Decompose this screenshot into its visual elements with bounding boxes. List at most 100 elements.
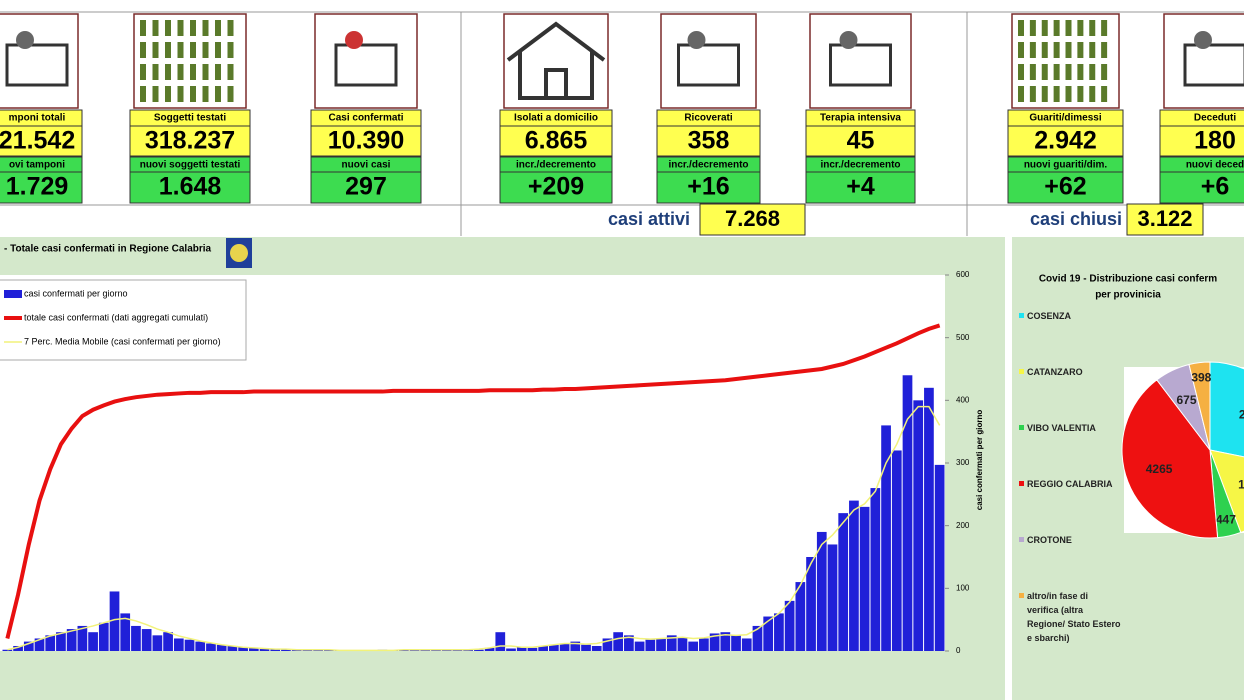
bar	[838, 513, 849, 651]
legend-label: CATANZARO	[1027, 367, 1083, 377]
icon-figure	[1053, 86, 1060, 102]
card-delta-bg	[1159, 171, 1244, 204]
pie-label: 2925	[1239, 408, 1244, 422]
icon-figure	[1041, 20, 1048, 36]
bar	[666, 635, 677, 651]
bar	[699, 638, 709, 651]
icon-figure	[1053, 42, 1060, 58]
card-icon	[660, 13, 757, 109]
card-label: Isolati a domicilio	[514, 113, 598, 124]
card-value-bg	[656, 125, 761, 157]
summary-value: 3.122	[1137, 206, 1192, 231]
card-delta: +6	[1201, 173, 1230, 201]
bar	[13, 645, 23, 651]
legend-swatch	[1019, 313, 1024, 318]
icon-figure	[227, 64, 234, 80]
icon-figure	[202, 86, 209, 102]
y2-tick-label: 100	[956, 583, 970, 592]
line	[7, 405, 941, 652]
card-delta-label: incr./decremento	[668, 160, 748, 171]
chart-title: - Totale casi confermati in Regione Cala…	[4, 244, 212, 255]
icon-figure	[177, 42, 184, 58]
icon-shape	[1183, 43, 1244, 87]
bar	[741, 638, 752, 651]
icon-figure	[1029, 20, 1036, 36]
pie-slice	[1209, 449, 1244, 534]
y2-tick-label: 500	[956, 333, 970, 342]
card-label: Terapia intensiva	[820, 113, 901, 124]
icon-figure	[1101, 42, 1108, 58]
icon-shape	[16, 31, 34, 49]
bar	[731, 635, 741, 651]
legend	[0, 279, 247, 361]
bar	[549, 644, 559, 651]
icon-figure	[140, 86, 146, 102]
icon-figure	[227, 86, 234, 102]
bar	[624, 635, 634, 651]
card-value-bg	[0, 125, 83, 157]
icon-shape	[829, 43, 892, 87]
line	[5, 323, 941, 639]
bar	[656, 638, 666, 651]
summary-label: casi attivi	[608, 209, 690, 229]
bar	[506, 648, 516, 651]
pie-slice	[1209, 361, 1244, 458]
icon-figure	[1029, 64, 1036, 80]
y2-tick-label: 0	[956, 646, 961, 655]
icon-figure	[190, 86, 196, 102]
card-delta-label: incr./decremento	[516, 160, 596, 171]
bar	[538, 645, 549, 651]
icon-figure	[140, 42, 146, 58]
icon-shape	[334, 43, 398, 87]
icon-figure	[1018, 20, 1024, 36]
bar	[195, 641, 206, 651]
legend-label: casi confermati per giorno	[24, 288, 128, 298]
icon-figure	[202, 64, 209, 80]
legend-label: REGGIO CALABRIA	[1027, 479, 1113, 489]
card-delta: 1.648	[159, 173, 222, 201]
legend-swatch	[1019, 593, 1024, 598]
y2-tick-label: 200	[956, 521, 970, 530]
bar	[602, 638, 613, 651]
bar	[77, 625, 88, 651]
card-label: Ricoverati	[684, 113, 733, 124]
icon-figure	[1077, 86, 1084, 102]
card-delta-bg	[656, 171, 761, 204]
card-value-bg	[805, 125, 916, 157]
bar	[474, 649, 484, 651]
legend-label: VIBO VALENTIA	[1027, 423, 1096, 433]
bar	[645, 639, 656, 651]
bar	[827, 544, 838, 651]
legend-swatch	[1019, 537, 1024, 542]
pie-label: 675	[1177, 393, 1197, 407]
card-delta: 1.729	[6, 173, 69, 201]
icon-figure	[1101, 86, 1108, 102]
icon-figure	[1089, 64, 1096, 80]
bar	[259, 648, 270, 651]
bar	[870, 488, 881, 651]
summary-value-bg	[1126, 203, 1204, 236]
bar	[934, 464, 945, 651]
icon-figure	[1018, 42, 1024, 58]
icon-figure	[177, 86, 184, 102]
bar	[88, 632, 98, 651]
legend-label: COSENZA	[1027, 311, 1072, 321]
bar	[23, 641, 34, 651]
bar	[849, 500, 859, 651]
card-label: Casi confermati	[328, 113, 403, 124]
y2-axis-label: casi confermati per giorno	[975, 410, 984, 511]
legend-text: COSENZA	[1027, 311, 1072, 321]
icon-figure	[227, 42, 234, 58]
card-value: 180	[1194, 127, 1236, 155]
card-delta-label: nuovi soggetti testati	[140, 160, 241, 171]
bar	[184, 639, 195, 651]
legend-swatch	[1019, 481, 1024, 486]
pie-label: 4265	[1146, 462, 1173, 476]
icon-figure	[1065, 64, 1072, 80]
card-delta: +209	[528, 173, 584, 201]
legend-swatch	[1019, 369, 1024, 374]
pie-label: 398	[1191, 371, 1211, 385]
card-value: 6.865	[525, 127, 588, 155]
card-value: 358	[688, 127, 730, 155]
